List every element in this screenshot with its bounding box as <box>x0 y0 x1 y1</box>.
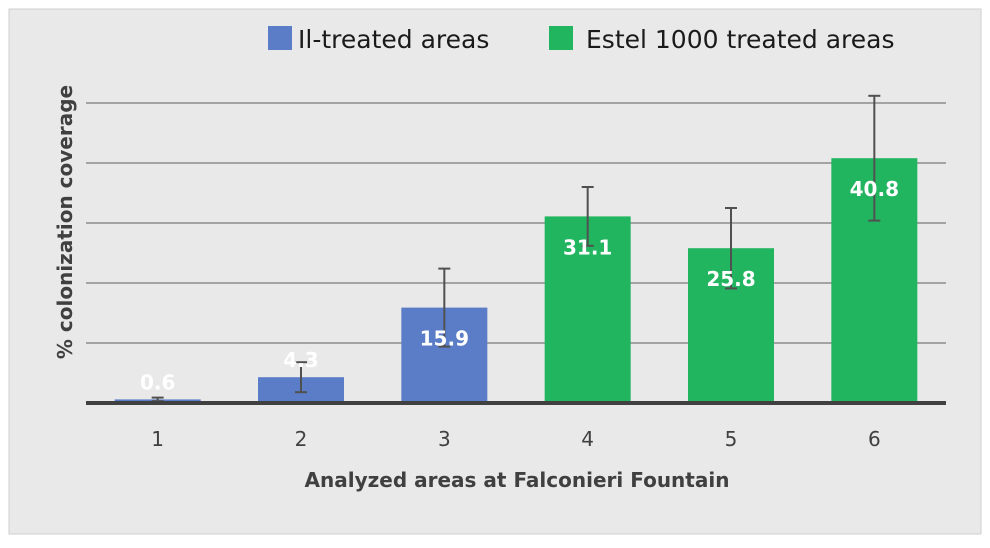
data-label-2: 4.3 <box>283 348 318 372</box>
data-label-3: 15.9 <box>420 327 469 351</box>
data-label-4: 31.1 <box>563 235 612 259</box>
data-labels: 0.6 4.3 15.9 31.1 25.8 40.8 <box>140 177 899 394</box>
error-bar-5 <box>725 207 737 290</box>
x-tick-label-3: 3 <box>438 427 451 451</box>
legend: Il-treated areas Estel 1000 treated area… <box>268 25 894 54</box>
y-axis-title: % colonization coverage <box>53 85 77 359</box>
error-bars <box>151 94 881 403</box>
error-bar-2 <box>295 361 307 394</box>
data-label-6: 40.8 <box>850 177 899 201</box>
error-bar-3 <box>438 267 451 348</box>
chart-background <box>8 8 982 535</box>
x-tick-label-1: 1 <box>151 427 164 451</box>
error-bar-4 <box>581 186 594 247</box>
bar-4 <box>544 216 631 403</box>
x-tick-labels: 1 2 3 4 5 6 <box>151 427 880 451</box>
legend-swatch-il-treated <box>268 26 292 50</box>
x-tick-label-4: 4 <box>581 427 594 451</box>
gridlines <box>86 102 946 344</box>
data-label-1: 0.6 <box>140 370 175 394</box>
x-axis-title: Analyzed areas at Falconieri Fountain <box>305 468 730 492</box>
legend-label-estel-1000: Estel 1000 treated areas <box>586 25 894 54</box>
x-tick-label-6: 6 <box>868 427 881 451</box>
data-label-5: 25.8 <box>706 267 755 291</box>
legend-label-il-treated: Il-treated areas <box>298 25 489 54</box>
x-tick-label-5: 5 <box>725 427 738 451</box>
x-tick-label-2: 2 <box>295 427 308 451</box>
error-bar-6 <box>868 94 881 222</box>
legend-swatch-estel-1000 <box>549 26 573 50</box>
